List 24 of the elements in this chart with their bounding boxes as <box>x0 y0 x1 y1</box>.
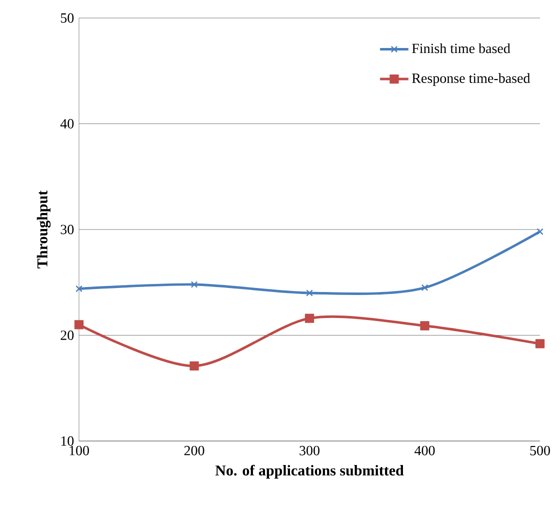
point <box>536 228 544 236</box>
y-tick-label: 20 <box>60 330 74 340</box>
x-axis-title: No. of applications submitted <box>215 464 404 479</box>
point <box>535 339 545 348</box>
y-axis-title: Throughput <box>36 190 51 268</box>
x-tick-label: 300 <box>300 446 320 456</box>
x-tick-label: 400 <box>414 446 435 456</box>
point <box>74 320 84 330</box>
point <box>304 314 314 323</box>
legend-label: Response time-based <box>412 73 530 86</box>
point <box>190 361 199 370</box>
x-tick-label: 500 <box>530 446 550 456</box>
y-tick-label: 40 <box>60 119 74 128</box>
y-tick-label: 10 <box>61 436 74 446</box>
point <box>190 281 198 288</box>
point <box>421 284 428 292</box>
y-tick-label: 50 <box>60 13 74 23</box>
y-tick-label: 30 <box>60 224 74 234</box>
legend-label: Finish time based <box>412 43 510 54</box>
x-tick-label: 200 <box>184 446 204 456</box>
point <box>420 321 430 330</box>
point <box>306 290 313 296</box>
x-tick-label: 100 <box>70 446 89 456</box>
point <box>76 285 82 292</box>
